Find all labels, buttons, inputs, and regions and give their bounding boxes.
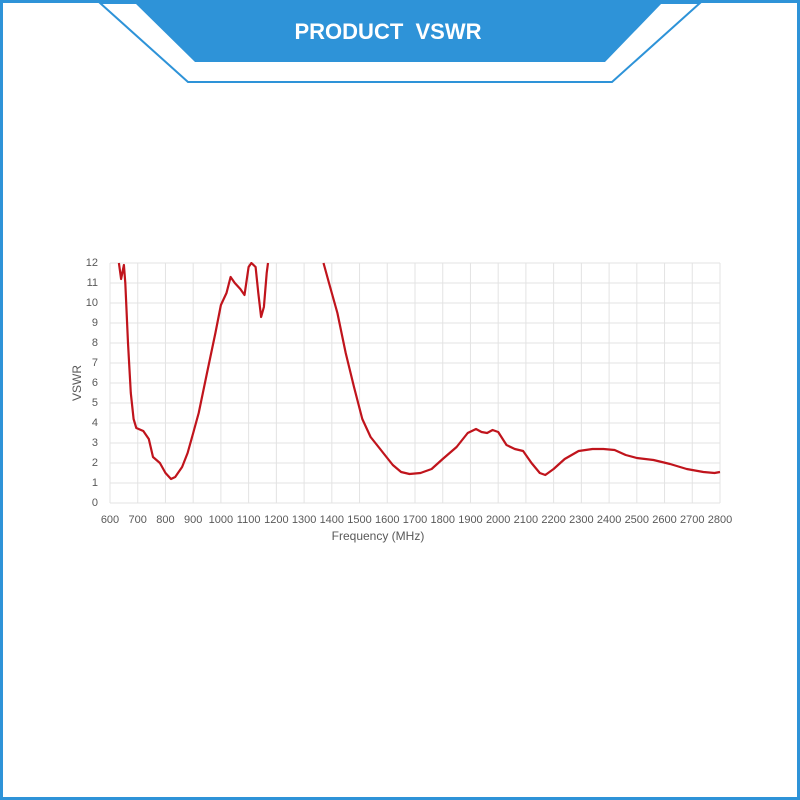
- y-tick-label: 5: [92, 397, 98, 409]
- banner: [135, 3, 662, 62]
- x-tick-label: 2200: [541, 514, 565, 526]
- y-tick-label: 7: [92, 357, 98, 369]
- x-tick-label: 700: [129, 514, 147, 526]
- x-tick-label: 1800: [430, 514, 454, 526]
- y-tick-label: 1: [92, 477, 98, 489]
- x-tick-label: 2500: [625, 514, 649, 526]
- y-tick-label: 11: [87, 277, 98, 289]
- y-axis-label: VSWR: [70, 365, 84, 401]
- x-tick-label: 2800: [708, 514, 732, 526]
- y-tick-label: 6: [92, 377, 98, 389]
- chart-title: PRODUCT VSWR: [295, 19, 482, 44]
- x-tick-label: 2300: [569, 514, 593, 526]
- y-tick-label: 3: [92, 437, 98, 449]
- x-tick-label: 1700: [403, 514, 427, 526]
- y-tick-label: 9: [92, 317, 98, 329]
- y-tick-label: 10: [86, 297, 98, 309]
- y-tick-label: 2: [92, 457, 98, 469]
- x-tick-label: 2600: [652, 514, 676, 526]
- x-tick-label: 1200: [264, 514, 288, 526]
- x-tick-label: 1900: [458, 514, 482, 526]
- y-tick-label: 12: [86, 257, 98, 269]
- x-axis-label: Frequency (MHz): [332, 529, 425, 543]
- x-tick-label: 900: [184, 514, 202, 526]
- x-tick-label: 1500: [347, 514, 371, 526]
- x-tick-label: 2000: [486, 514, 510, 526]
- x-tick-label: 800: [156, 514, 174, 526]
- y-tick-label: 0: [92, 497, 98, 509]
- data-line: [117, 262, 721, 481]
- x-tick-label: 1400: [320, 514, 344, 526]
- x-tick-label: 2400: [597, 514, 621, 526]
- x-tick-label: 2700: [680, 514, 704, 526]
- x-tick-label: 2100: [514, 514, 538, 526]
- x-tick-label: 600: [101, 514, 119, 526]
- x-tick-label: 1600: [375, 514, 399, 526]
- y-tick-label: 8: [92, 337, 98, 349]
- x-tick-label: 1000: [209, 514, 233, 526]
- x-tick-label: 1300: [292, 514, 316, 526]
- y-tick-label: 4: [92, 417, 98, 429]
- x-tick-label: 1100: [237, 514, 261, 526]
